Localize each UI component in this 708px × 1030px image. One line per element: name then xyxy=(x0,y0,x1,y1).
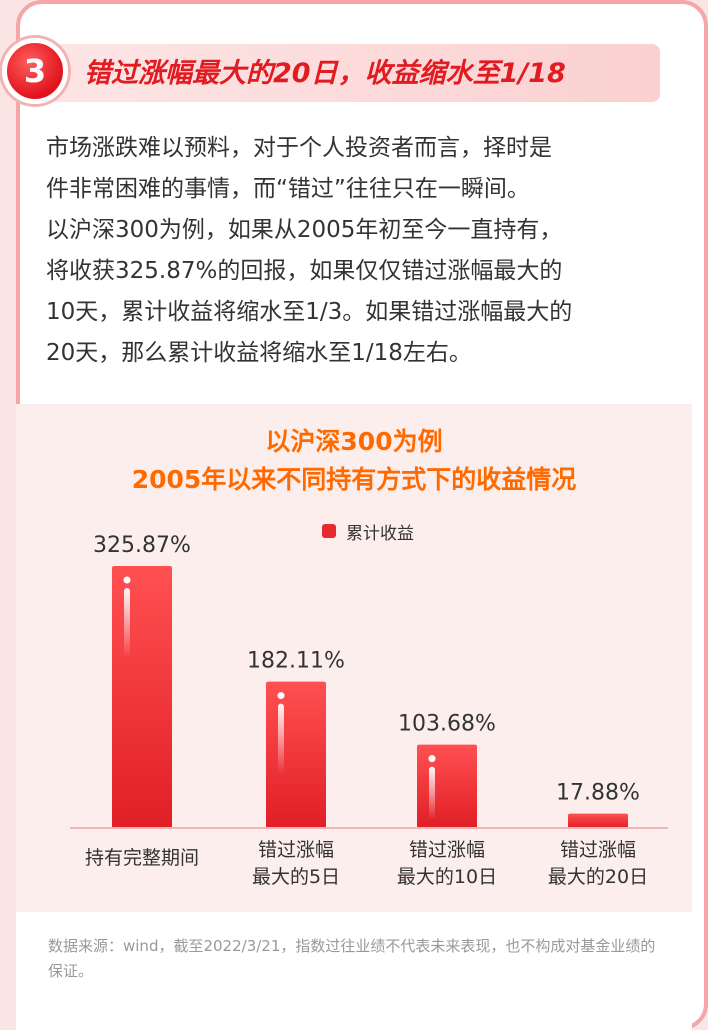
bar-0 xyxy=(112,566,172,828)
bar-value-label: 17.88% xyxy=(556,781,640,806)
legend-swatch xyxy=(322,524,336,538)
bar-value-label: 325.87% xyxy=(93,533,191,558)
section-header-band xyxy=(40,44,660,102)
x-tick-label: 最大的5日 xyxy=(252,866,340,888)
x-tick-label: 最大的20日 xyxy=(548,866,648,888)
section-title: 错过涨幅最大的20日，收益缩水至1/18 xyxy=(84,58,566,89)
intro-line: 10天，累计收益将缩水至1/3。如果错过涨幅最大的 xyxy=(46,299,573,325)
source-note: 数据来源：wind，截至2022/3/21，指数过往业绩不代表未来表现，也不构成… xyxy=(16,912,692,1030)
bar-highlight-streak xyxy=(124,588,130,658)
intro-paragraph: 市场涨跌难以预料，对于个人投资者而言，择时是 件非常困难的事情，而“错过”往往只… xyxy=(46,128,686,374)
bar-1 xyxy=(266,681,326,828)
x-tick-label: 错过涨幅 xyxy=(409,839,485,861)
x-tick-label: 错过涨幅 xyxy=(258,839,334,861)
intro-line: 件非常困难的事情，而“错过”往往只在一瞬间。 xyxy=(46,176,530,202)
bar-highlight-streak xyxy=(278,703,284,774)
intro-line: 市场涨跌难以预料，对于个人投资者而言，择时是 xyxy=(46,135,552,161)
intro-line: 20天，那么累计收益将缩水至1/18左右。 xyxy=(46,340,472,366)
bar-2 xyxy=(417,744,477,828)
bar-value-label: 182.11% xyxy=(247,649,345,674)
chart-legend: 累计收益 xyxy=(322,519,414,544)
x-tick-label: 错过涨幅 xyxy=(560,839,636,861)
intro-line: 将收获325.87%的回报，如果仅仅错过涨幅最大的 xyxy=(46,258,563,284)
legend-label: 累计收益 xyxy=(346,523,414,544)
chart-subtitle: 2005年以来不同持有方式下的收益情况 xyxy=(131,465,577,494)
x-tick-label: 最大的10日 xyxy=(397,866,497,888)
bar-highlight-dot xyxy=(277,692,285,700)
x-tick-label: 持有完整期间 xyxy=(85,847,199,869)
section-number-badge: 3 xyxy=(2,38,68,104)
bar-highlight-dot xyxy=(123,576,131,584)
bar-3 xyxy=(568,813,628,828)
bar-highlight-streak xyxy=(429,766,435,820)
bar-value-label: 103.68% xyxy=(398,712,496,737)
intro-line: 以沪深300为例，如果从2005年初至今一直持有， xyxy=(46,217,563,243)
bar-highlight-dot xyxy=(428,755,436,763)
chart-title: 以沪深300为例 xyxy=(265,427,443,456)
